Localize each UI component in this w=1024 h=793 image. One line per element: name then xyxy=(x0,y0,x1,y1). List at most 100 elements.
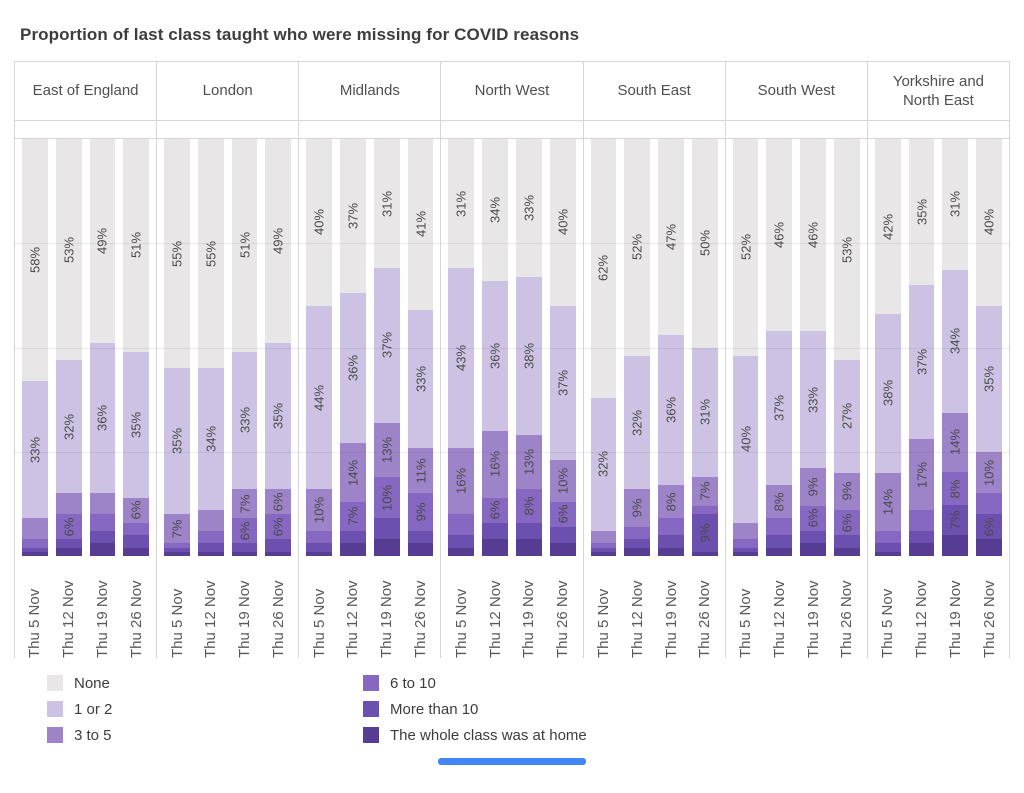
bar-segment[interactable]: 8% xyxy=(766,485,793,519)
bar-segment[interactable] xyxy=(732,547,759,552)
bar-segment[interactable] xyxy=(482,539,508,556)
stacked-bar[interactable]: 33% 38% 13% 8% xyxy=(515,139,542,556)
stacked-bar[interactable]: 31% 43% 16% xyxy=(448,139,475,556)
bar-segment[interactable]: 36% xyxy=(340,293,366,444)
bar-segment[interactable]: 32% xyxy=(590,397,617,531)
bar-segment[interactable]: 55% xyxy=(197,139,224,369)
stacked-bar[interactable]: 62% 32% xyxy=(590,139,617,556)
bar-segment[interactable]: 40% xyxy=(306,139,333,306)
bar-segment[interactable] xyxy=(732,522,759,540)
bar-segment[interactable] xyxy=(448,547,475,556)
bar-segment[interactable] xyxy=(197,543,224,552)
bar-segment[interactable] xyxy=(908,543,935,556)
bar-segment[interactable] xyxy=(766,535,793,548)
bar-segment[interactable]: 34% xyxy=(197,368,224,511)
stacked-bar[interactable]: 31% 34% 14% 8% 7% xyxy=(942,139,969,556)
bar-segment[interactable]: 46% xyxy=(766,139,793,331)
bar-segment[interactable] xyxy=(908,510,935,531)
bar-segment[interactable]: 6% xyxy=(265,514,292,540)
bar-segment[interactable]: 9% xyxy=(624,489,651,527)
stacked-bar[interactable]: 52% 32% 9% xyxy=(624,139,651,556)
bar-segment[interactable]: 37% xyxy=(373,268,400,423)
bar-segment[interactable]: 35% xyxy=(123,351,150,498)
stacked-bar[interactable]: 55% 35% 7% xyxy=(164,139,190,556)
bar-segment[interactable] xyxy=(265,551,292,556)
bar-segment[interactable]: 51% xyxy=(231,139,258,352)
bar-segment[interactable] xyxy=(164,547,190,552)
stacked-bar[interactable]: 52% 40% xyxy=(732,139,759,556)
bar-segment[interactable]: 10% xyxy=(549,460,576,502)
bar-segment[interactable]: 62% xyxy=(590,139,617,398)
bar-segment[interactable]: 6% xyxy=(482,497,508,523)
bar-segment[interactable]: 33% xyxy=(407,309,434,448)
bar-segment[interactable]: 7% xyxy=(164,514,190,544)
stacked-bar[interactable]: 53% 32% 6% xyxy=(55,139,82,556)
bar-segment[interactable]: 36% xyxy=(482,280,508,431)
bar-segment[interactable] xyxy=(22,518,48,540)
bar-segment[interactable]: 6% xyxy=(55,514,82,540)
bar-segment[interactable]: 47% xyxy=(658,139,684,335)
bar-segment[interactable]: 49% xyxy=(265,139,292,344)
bar-segment[interactable]: 40% xyxy=(976,139,1002,306)
bar-segment[interactable]: 38% xyxy=(874,314,901,473)
stacked-bar[interactable]: 49% 35% 6% 6% xyxy=(265,139,292,556)
legend-item[interactable]: None xyxy=(47,670,363,696)
bar-segment[interactable]: 37% xyxy=(549,305,576,461)
bar-segment[interactable] xyxy=(164,543,190,548)
bar-segment[interactable]: 6% xyxy=(231,518,258,544)
bar-segment[interactable] xyxy=(123,522,150,536)
bar-segment[interactable] xyxy=(373,518,400,540)
stacked-bar[interactable]: 46% 33% 9% 6% xyxy=(800,139,827,556)
bar-segment[interactable] xyxy=(766,518,793,536)
stacked-bar[interactable]: 35% 37% 17% xyxy=(908,139,935,556)
bar-segment[interactable]: 58% xyxy=(22,139,48,381)
stacked-bar[interactable]: 46% 37% 8% xyxy=(766,139,793,556)
bar-segment[interactable] xyxy=(732,539,759,548)
bar-segment[interactable] xyxy=(942,534,969,556)
bar-segment[interactable]: 7% xyxy=(231,489,258,519)
stacked-bar[interactable]: 51% 33% 7% 6% xyxy=(231,139,258,556)
bar-segment[interactable]: 6% xyxy=(834,510,860,536)
bar-segment[interactable]: 8% xyxy=(658,485,684,519)
bar-segment[interactable]: 31% xyxy=(942,139,969,270)
legend-item[interactable]: 1 or 2 xyxy=(47,696,363,722)
bar-segment[interactable]: 40% xyxy=(549,139,576,306)
bar-segment[interactable] xyxy=(306,530,333,544)
bar-segment[interactable]: 43% xyxy=(448,268,475,448)
bar-segment[interactable]: 6% xyxy=(800,505,827,531)
bar-segment[interactable]: 9% xyxy=(834,472,860,511)
bar-segment[interactable] xyxy=(908,530,935,544)
stacked-bar[interactable]: 58% 33% xyxy=(22,139,48,556)
stacked-bar[interactable]: 37% 36% 14% 7% xyxy=(340,139,366,556)
bar-segment[interactable]: 49% xyxy=(89,139,116,344)
bar-segment[interactable]: 42% xyxy=(874,139,901,315)
bar-segment[interactable]: 6% xyxy=(549,501,576,527)
stacked-bar[interactable]: 53% 27% 9% 6% xyxy=(834,139,860,556)
bar-segment[interactable] xyxy=(874,551,901,556)
bar-segment[interactable]: 31% xyxy=(691,347,718,477)
bar-segment[interactable]: 14% xyxy=(340,443,366,502)
legend-item[interactable]: 3 to 5 xyxy=(47,722,363,748)
bar-segment[interactable]: 33% xyxy=(800,330,827,469)
bar-segment[interactable]: 38% xyxy=(515,276,542,436)
bar-segment[interactable] xyxy=(373,539,400,556)
bar-segment[interactable] xyxy=(624,547,651,556)
bar-segment[interactable]: 35% xyxy=(908,139,935,285)
stacked-bar[interactable]: 40% 35% 10% 6% xyxy=(976,139,1002,556)
bar-segment[interactable]: 31% xyxy=(373,139,400,269)
stacked-bar[interactable]: 42% 38% 14% xyxy=(874,139,901,556)
bar-segment[interactable]: 8% xyxy=(515,489,542,523)
bar-segment[interactable] xyxy=(549,543,576,556)
bar-segment[interactable]: 33% xyxy=(515,139,542,277)
bar-segment[interactable]: 52% xyxy=(732,139,759,356)
bar-segment[interactable] xyxy=(407,530,434,544)
bar-segment[interactable]: 6% xyxy=(265,489,292,515)
bar-segment[interactable] xyxy=(800,543,827,556)
bar-segment[interactable]: 9% xyxy=(691,514,718,552)
bar-segment[interactable] xyxy=(590,551,617,556)
bar-segment[interactable]: 7% xyxy=(691,476,718,506)
bar-segment[interactable] xyxy=(55,547,82,556)
bar-segment[interactable]: 37% xyxy=(908,284,935,440)
bar-segment[interactable]: 27% xyxy=(834,360,860,473)
bar-segment[interactable]: 41% xyxy=(407,139,434,310)
